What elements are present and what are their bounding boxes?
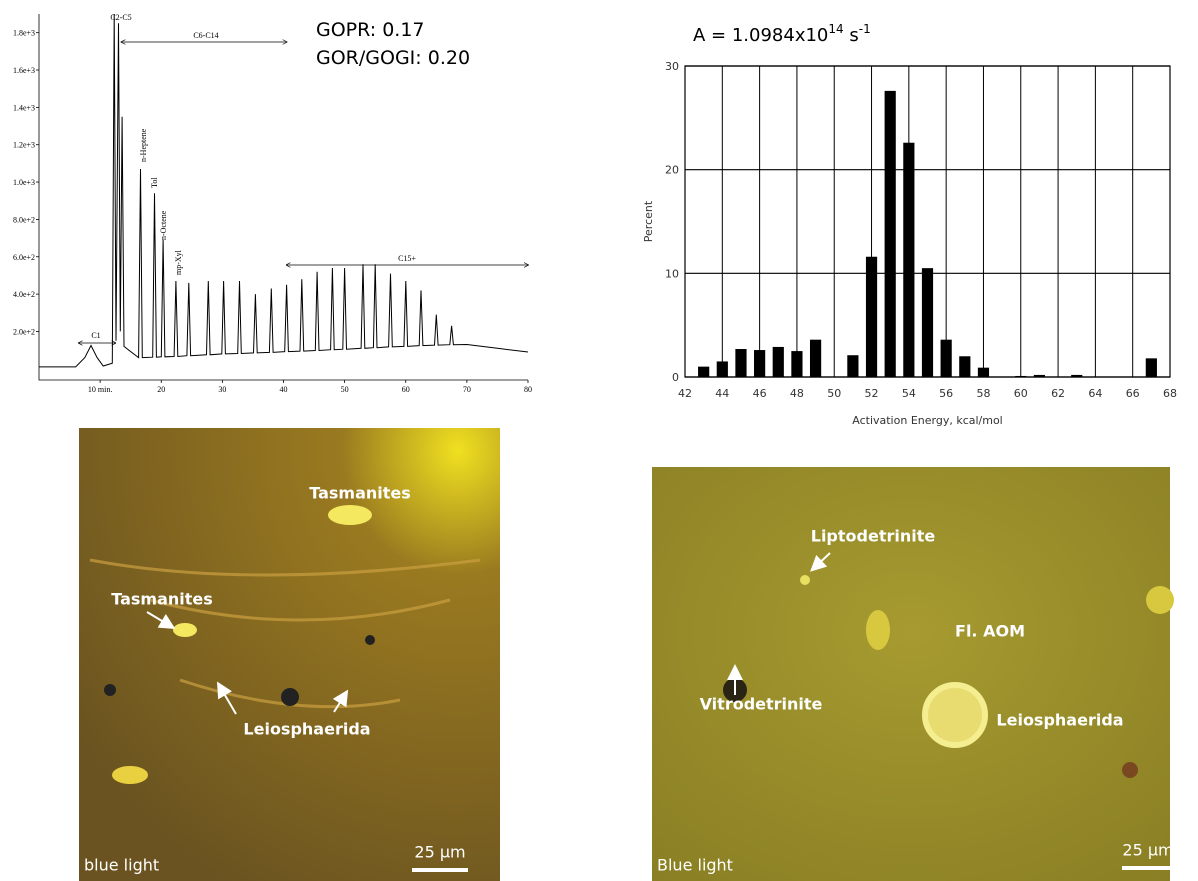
bar — [698, 367, 709, 377]
x-tick-label: 68 — [1163, 387, 1177, 400]
chart-title: A = 1.0984x1014 s-1 — [693, 22, 871, 46]
y-tick-label: 0 — [672, 371, 679, 384]
x-tick-label: 44 — [715, 387, 729, 400]
scale-bar — [412, 868, 468, 872]
x-axis-label: Activation Energy, kcal/mol — [852, 414, 1003, 427]
bar — [791, 351, 802, 377]
x-tick-label: 60 — [402, 385, 410, 394]
peak-label: mp-Xyl — [174, 249, 183, 275]
label: Vitrodetrinite — [700, 695, 823, 714]
annotation: C1 — [91, 331, 100, 340]
y-tick-label: 1.4e+3 — [13, 103, 35, 112]
bar — [1071, 375, 1082, 377]
y-tick-label: 30 — [665, 60, 679, 73]
x-tick-label: 80 — [524, 385, 532, 394]
x-tick-label: 42 — [678, 387, 692, 400]
annotation: C15+ — [398, 254, 416, 263]
y-tick-label: 10 — [665, 267, 679, 280]
y-tick-label: 1.8e+3 — [13, 29, 35, 38]
x-tick-label: 20 — [157, 385, 165, 394]
annotation: C6-C14 — [193, 31, 218, 40]
x-tick-label: 58 — [976, 387, 990, 400]
title-part: -1 — [859, 22, 871, 36]
label: Liptodetrinite — [811, 527, 936, 546]
scale-label: 25 µm — [414, 843, 465, 862]
bar — [885, 91, 896, 377]
peak-label: Tol — [150, 177, 159, 188]
x-tick-label: 66 — [1126, 387, 1140, 400]
x-tick-label: 62 — [1051, 387, 1065, 400]
light-label: Blue light — [657, 856, 733, 875]
y-tick-label: 2.0e+2 — [13, 327, 35, 336]
bar — [903, 143, 914, 377]
scale-label: 25 µm — [1122, 841, 1173, 860]
y-tick-label: 1.0e+3 — [13, 178, 35, 187]
bar — [717, 361, 728, 377]
bar — [866, 257, 877, 377]
x-tick-label: 52 — [865, 387, 879, 400]
peak-label: n-Heptene — [139, 128, 148, 162]
stat-label: GOR/GOGI: 0.20 — [316, 47, 470, 69]
x-tick-label: 70 — [463, 385, 471, 394]
micrograph-left: Tasmanites Tasmanites Leiosphaerida blue… — [79, 428, 500, 881]
x-tick-label: 54 — [902, 387, 916, 400]
x-tick-label: 60 — [1014, 387, 1028, 400]
label: Leiosphaerida — [996, 711, 1123, 730]
figure: Tasmanites Tasmanites Leiosphaerida blue… — [0, 0, 1198, 881]
bar — [941, 340, 952, 377]
bar — [1034, 375, 1045, 377]
bar — [1146, 358, 1157, 377]
y-axis-label: Percent — [642, 200, 655, 242]
x-tick-label: 46 — [753, 387, 767, 400]
annotation: C2-C5 — [110, 13, 131, 22]
x-tick-label: 50 — [341, 385, 349, 394]
x-tick-label: 40 — [280, 385, 288, 394]
bar — [978, 368, 989, 377]
x-tick-label: 48 — [790, 387, 804, 400]
x-tick-label: 56 — [939, 387, 953, 400]
y-tick-label: 4.0e+2 — [13, 290, 35, 299]
x-tick-label: 10 min. — [88, 385, 112, 394]
label: Fl. AOM — [955, 622, 1025, 641]
bar — [773, 347, 784, 377]
bar — [1015, 376, 1026, 377]
label: Tasmanites — [111, 590, 213, 609]
bar — [959, 356, 970, 377]
title-part: s — [844, 25, 859, 46]
peak-label: n-Octene — [159, 210, 168, 240]
bar — [754, 350, 765, 377]
light-label: blue light — [84, 856, 159, 875]
y-tick-label: 6.0e+2 — [13, 253, 35, 262]
micrograph-right: Liptodetrinite Fl. AOM Vitrodetrinite Le… — [652, 467, 1174, 881]
title-part: A = 1.0984x10 — [693, 25, 828, 46]
label: Tasmanites — [309, 484, 411, 503]
bar — [922, 268, 933, 377]
bar — [847, 355, 858, 377]
x-tick-label: 64 — [1088, 387, 1102, 400]
label: Leiosphaerida — [243, 720, 370, 739]
y-tick-label: 1.2e+3 — [13, 141, 35, 150]
stat-label: GOPR: 0.17 — [316, 19, 425, 41]
bar — [735, 349, 746, 377]
x-tick-label: 30 — [218, 385, 226, 394]
bar — [810, 340, 821, 377]
scale-bar — [1122, 866, 1170, 870]
y-tick-label: 1.6e+3 — [13, 66, 35, 75]
y-tick-label: 20 — [665, 164, 679, 177]
x-tick-label: 50 — [827, 387, 841, 400]
y-tick-label: 8.0e+2 — [13, 215, 35, 224]
title-part: 14 — [828, 22, 843, 36]
